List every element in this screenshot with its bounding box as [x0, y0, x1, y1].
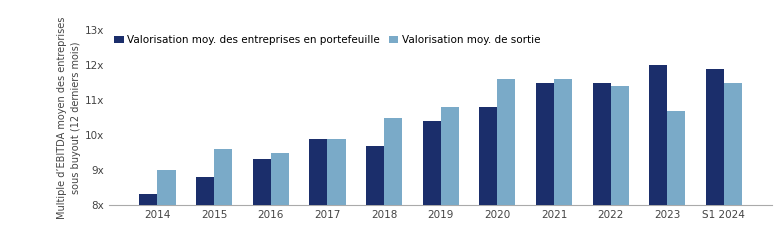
Bar	[498, 79, 516, 205]
Bar	[423, 121, 441, 205]
Bar	[593, 82, 611, 205]
Bar	[140, 194, 158, 205]
Bar	[158, 170, 176, 205]
Bar	[215, 149, 232, 205]
Bar	[271, 152, 289, 205]
Bar	[253, 160, 271, 205]
Bar	[196, 177, 215, 205]
Bar	[649, 65, 667, 205]
Bar	[667, 110, 686, 205]
Bar	[310, 138, 328, 205]
Bar	[384, 118, 402, 205]
Bar	[554, 79, 572, 205]
Bar	[366, 146, 384, 205]
Bar	[328, 138, 346, 205]
Bar	[441, 107, 459, 205]
Legend: Valorisation moy. des entreprises en portefeuille, Valorisation moy. de sortie: Valorisation moy. des entreprises en por…	[115, 35, 540, 45]
Bar	[611, 86, 629, 205]
Bar	[536, 82, 554, 205]
Bar	[479, 107, 498, 205]
Bar	[724, 82, 742, 205]
Bar	[706, 68, 724, 205]
Y-axis label: Multiple d’EBITDA moyen des entreprises
sous buyout (12 derniers mois): Multiple d’EBITDA moyen des entreprises …	[57, 16, 81, 219]
